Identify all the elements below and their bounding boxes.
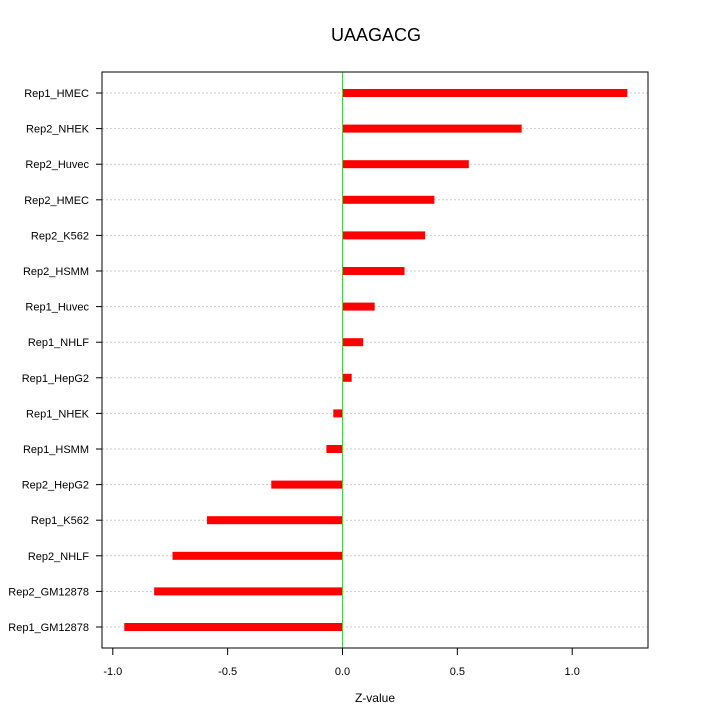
bar-Rep2_HSMM xyxy=(342,267,405,275)
x-tick-label: 0.5 xyxy=(450,666,465,678)
y-tick-label: Rep2_NHEK xyxy=(26,124,90,136)
x-tick-label: -0.5 xyxy=(218,666,237,678)
bar-Rep1_K562 xyxy=(206,516,343,525)
bar-Rep1_HMEC xyxy=(342,89,628,97)
bar-Rep1_NHLF xyxy=(342,338,364,347)
y-tick-label: Rep2_K562 xyxy=(31,230,89,242)
y-tick-label: Rep1_NHEK xyxy=(26,408,90,420)
y-tick-label: Rep2_HMEC xyxy=(24,195,89,207)
y-tick-label: Rep2_NHLF xyxy=(28,551,89,563)
y-tick-label: Rep2_HSMM xyxy=(23,266,89,278)
bar-Rep2_GM12878 xyxy=(154,587,343,596)
y-tick-label: Rep2_HepG2 xyxy=(22,480,89,492)
y-tick-label: Rep1_K562 xyxy=(31,515,89,527)
plot-frame xyxy=(101,71,649,649)
y-tick-label: Rep1_HSMM xyxy=(23,444,89,456)
x-tick-label: 0.0 xyxy=(335,666,350,678)
y-tick-label: Rep2_Huvec xyxy=(25,159,89,171)
y-tick-label: Rep1_HMEC xyxy=(24,88,89,100)
bar-Rep1_HSMM xyxy=(326,445,343,453)
x-axis-label: Z-value xyxy=(355,691,395,705)
chart-title: UAAGACG xyxy=(331,25,421,45)
bar-Rep2_HMEC xyxy=(342,195,435,204)
x-tick-label: -1.0 xyxy=(103,666,122,678)
bar-Rep2_NHEK xyxy=(342,124,522,133)
bar-Rep1_GM12878 xyxy=(124,623,343,631)
x-tick-label: 1.0 xyxy=(565,666,580,678)
y-tick-label: Rep1_NHLF xyxy=(28,337,89,349)
bar-Rep1_NHEK xyxy=(333,409,343,418)
bar-Rep2_NHLF xyxy=(172,551,343,560)
y-tick-label: Rep1_HepG2 xyxy=(22,373,89,385)
bar-Rep2_K562 xyxy=(342,231,426,240)
bar-Rep2_Huvec xyxy=(342,160,469,169)
bar-Rep1_HepG2 xyxy=(342,373,352,382)
bar-Rep2_HepG2 xyxy=(271,480,343,489)
y-tick-label: Rep2_GM12878 xyxy=(8,586,89,598)
y-tick-label: Rep1_Huvec xyxy=(25,302,89,314)
bar-Rep1_Huvec xyxy=(342,302,375,311)
y-tick-label: Rep1_GM12878 xyxy=(8,622,89,634)
